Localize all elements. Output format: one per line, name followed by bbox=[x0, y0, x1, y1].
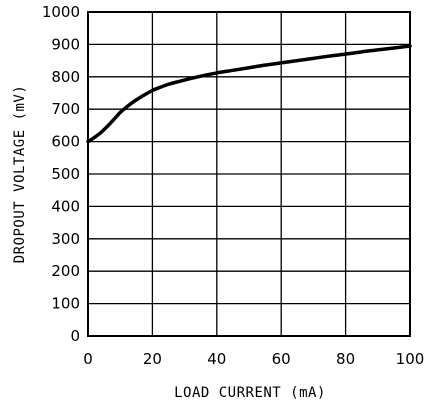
y-tick-labels: 0 100 200 300 400 500 600 700 800 900 1000 bbox=[42, 3, 80, 345]
y-tick-label: 300 bbox=[51, 230, 80, 248]
y-tick-label: 200 bbox=[51, 262, 80, 280]
grid-lines bbox=[87, 11, 411, 337]
y-tick-label: 600 bbox=[51, 133, 80, 151]
y-tick-label: 700 bbox=[51, 100, 80, 118]
y-tick-label: 900 bbox=[51, 35, 80, 53]
x-tick-label: 100 bbox=[396, 350, 425, 368]
x-tick-label: 60 bbox=[272, 350, 291, 368]
y-axis-label: DROPOUT VOLTAGE (mV) bbox=[12, 85, 28, 264]
x-tick-label: 20 bbox=[143, 350, 162, 368]
x-tick-label: 0 bbox=[83, 350, 93, 368]
y-tick-label: 400 bbox=[51, 197, 80, 215]
x-tick-label: 40 bbox=[207, 350, 226, 368]
x-tick-labels: 0 20 40 60 80 100 bbox=[83, 350, 424, 368]
y-tick-label: 100 bbox=[51, 295, 80, 313]
x-tick-label: 80 bbox=[336, 350, 355, 368]
y-tick-label: 1000 bbox=[42, 3, 80, 21]
y-tick-label: 500 bbox=[51, 165, 80, 183]
dropout-voltage-curve bbox=[86, 44, 412, 144]
y-tick-label: 0 bbox=[70, 327, 80, 345]
x-axis-label: LOAD CURRENT (mA) bbox=[174, 385, 326, 401]
y-tick-label: 800 bbox=[51, 68, 80, 86]
plot-frame bbox=[87, 11, 411, 337]
